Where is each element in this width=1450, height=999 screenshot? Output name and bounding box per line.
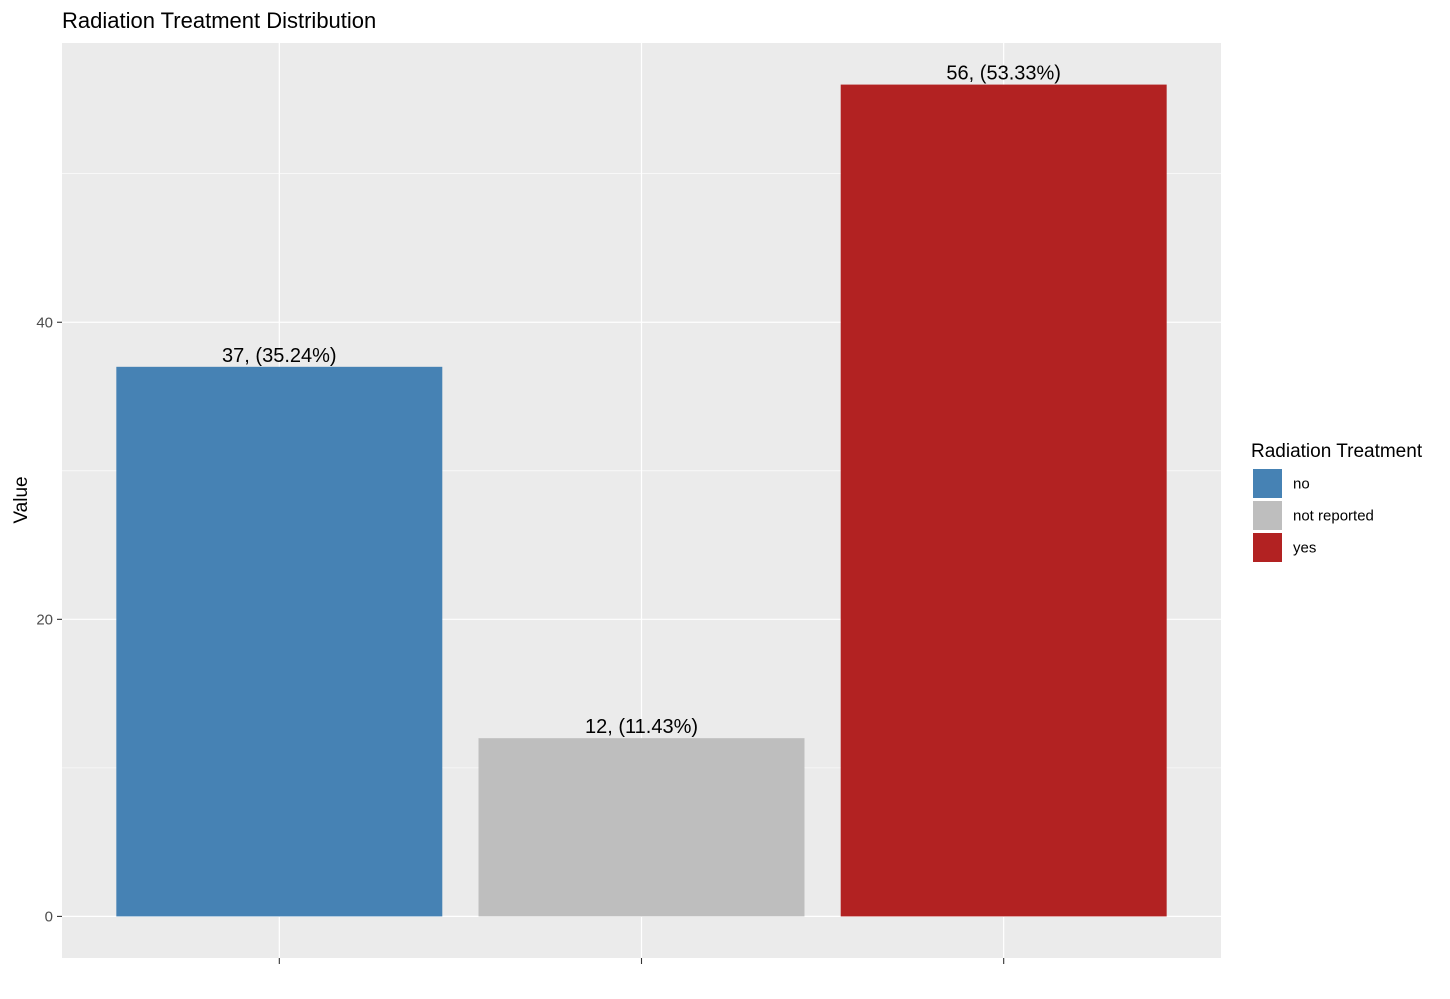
legend-key-no <box>1253 469 1282 498</box>
y-axis-title: Value <box>11 476 32 523</box>
data-labels: 37, (35.24%) 12, (11.43%) 56, (53.33%) <box>222 63 1061 739</box>
y-tick-label: 20 <box>36 611 53 628</box>
legend-label: no <box>1293 476 1310 493</box>
legend: Radiation Treatment no not reported yes <box>1251 441 1423 562</box>
legend-key-yes <box>1253 533 1282 562</box>
legend-key-not-reported <box>1253 501 1282 530</box>
legend-title: Radiation Treatment <box>1251 441 1423 462</box>
bars <box>116 84 1167 917</box>
data-label: 56, (53.33%) <box>946 63 1061 85</box>
y-tick-label: 0 <box>45 908 53 925</box>
chart-title: Radiation Treatment Distribution <box>62 8 376 33</box>
y-tick-label: 40 <box>36 314 53 331</box>
bar-yes <box>840 84 1167 917</box>
data-label: 37, (35.24%) <box>222 345 337 367</box>
axes: 0 20 40 <box>36 314 1005 964</box>
bar-no <box>116 366 443 917</box>
data-label: 12, (11.43%) <box>585 716 698 738</box>
bar-not-reported <box>478 738 805 917</box>
legend-label: not reported <box>1293 508 1374 525</box>
legend-label: yes <box>1293 540 1316 557</box>
